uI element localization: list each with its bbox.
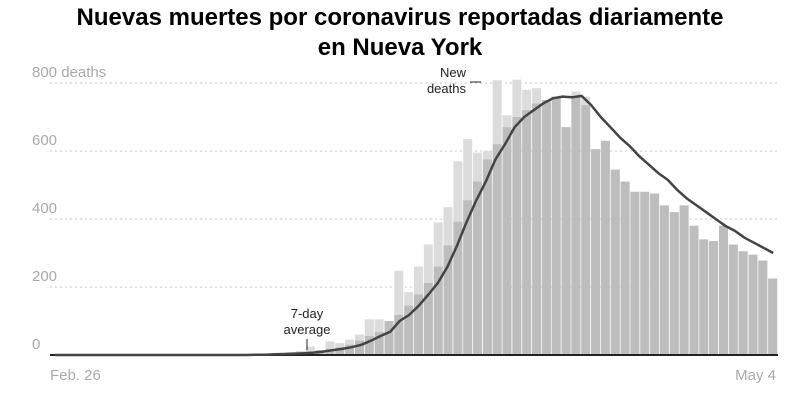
- seven-day-average-line: [54, 94, 774, 357]
- y-tick-label: 0: [32, 336, 40, 353]
- bar-overlap: [325, 348, 335, 355]
- new-deaths-label-line2: deaths: [427, 81, 467, 96]
- bar-overlap: [551, 96, 561, 355]
- bar-overlap: [374, 331, 384, 355]
- bar-overlap: [532, 103, 542, 356]
- bar-overlap: [600, 140, 610, 355]
- bar-overlap: [620, 181, 630, 355]
- bar-overlap: [384, 321, 394, 355]
- bar-overlap: [669, 212, 679, 355]
- bar-overlap: [640, 191, 650, 355]
- bar-overlap: [463, 200, 473, 355]
- new-deaths-label: New: [440, 65, 467, 80]
- bar-overlap: [689, 225, 699, 355]
- bar-overlap: [738, 251, 748, 355]
- average-label: average: [284, 322, 331, 337]
- bar: [394, 270, 404, 355]
- bar-overlap: [719, 225, 728, 355]
- bar-overlap: [522, 110, 532, 355]
- bar-overlap: [443, 245, 453, 355]
- y-tick-label: 200: [32, 268, 57, 285]
- bar-overlap: [512, 117, 522, 355]
- new-deaths-annotation: New deaths: [427, 65, 481, 96]
- bar-overlap: [364, 336, 374, 355]
- x-axis-end-label: May 4: [735, 367, 776, 384]
- bar-overlap: [541, 100, 551, 355]
- bar-overlap: [699, 239, 709, 355]
- y-tick-label: 400: [32, 200, 57, 217]
- bar-overlap: [659, 205, 669, 355]
- bar-overlap: [394, 314, 404, 355]
- bar-overlap: [581, 105, 591, 355]
- grid-lines: 0 200 400 600 800 deaths: [32, 64, 778, 353]
- bar-overlap: [748, 254, 758, 355]
- bar-series: [246, 79, 778, 356]
- bar-overlap: [404, 305, 414, 355]
- bar-overlap: [650, 193, 660, 355]
- chart-title-line2: en Nueva York: [317, 34, 483, 61]
- chart-title-line1: Nuevas muertes por coronavirus reportada…: [76, 4, 724, 31]
- bar-overlap: [709, 241, 719, 355]
- bar-overlap: [561, 127, 571, 355]
- bar-overlap: [728, 244, 738, 355]
- seven-day-average-annotation: 7-day average: [284, 306, 331, 350]
- bar-overlap: [482, 159, 492, 355]
- y-tick-label: 600: [32, 132, 57, 149]
- x-axis-start-label: Feb. 26: [50, 367, 101, 384]
- bar-overlap: [679, 205, 689, 355]
- bar-overlap: [433, 266, 443, 355]
- bar-overlap: [571, 95, 581, 356]
- seven-day-label: 7-day: [291, 306, 324, 321]
- bar-overlap: [355, 340, 364, 355]
- bar-overlap: [345, 344, 355, 355]
- bar-overlap: [502, 127, 512, 355]
- bar-overlap: [492, 144, 502, 355]
- bar-overlap: [610, 169, 620, 355]
- bar-overlap: [453, 221, 463, 355]
- bar-overlap: [630, 191, 640, 355]
- y-tick-label: 800 deaths: [32, 64, 106, 81]
- bar-overlap: [768, 278, 778, 355]
- bar-overlap: [758, 260, 768, 355]
- bar: [325, 341, 335, 355]
- bar: [305, 346, 315, 355]
- bar-overlap: [423, 282, 433, 355]
- bar-overlap: [414, 294, 423, 355]
- bar-overlap: [335, 347, 345, 355]
- bar-overlap: [473, 181, 482, 355]
- bar-overlap: [591, 149, 601, 355]
